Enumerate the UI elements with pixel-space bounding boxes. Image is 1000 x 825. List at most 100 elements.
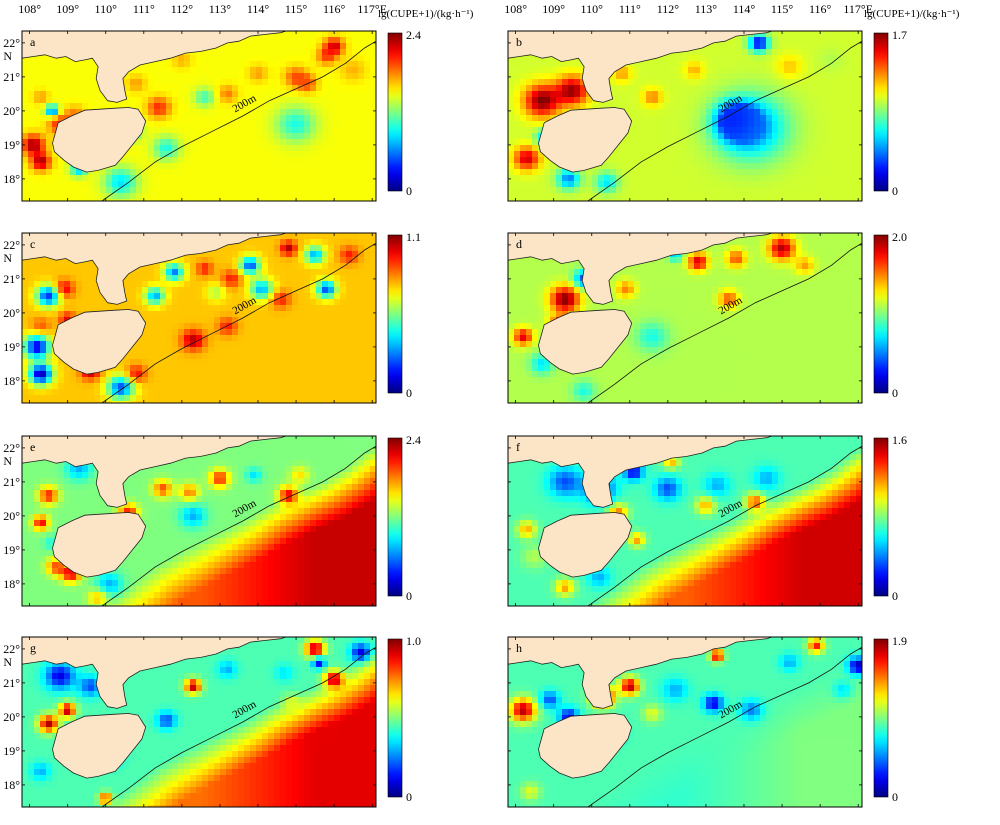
heatmap-cell xyxy=(364,55,371,62)
heatmap-cell xyxy=(358,263,365,270)
heatmap-cell xyxy=(850,97,857,104)
heatmap-cell xyxy=(274,371,281,378)
heatmap-cell xyxy=(328,281,335,288)
heatmap-cell xyxy=(676,187,683,194)
heatmap-cell xyxy=(556,181,563,188)
heatmap-cell xyxy=(682,175,689,182)
heatmap-cell xyxy=(364,79,371,86)
heatmap-cell xyxy=(346,73,353,80)
heatmap-cell xyxy=(646,91,653,98)
heatmap-cell xyxy=(142,97,149,104)
heatmap-cell xyxy=(274,193,281,200)
heatmap-cell xyxy=(310,317,317,324)
heatmap-cell xyxy=(178,73,185,80)
heatmap-cell xyxy=(310,31,317,38)
heatmap-cell xyxy=(736,67,743,74)
heatmap-cell xyxy=(274,329,281,336)
lon-label: 114° xyxy=(247,2,270,16)
heatmap-cell xyxy=(826,121,833,128)
heatmap-cell xyxy=(796,199,803,206)
heatmap-cell xyxy=(736,121,743,128)
heatmap-cell xyxy=(88,269,95,276)
heatmap-cell xyxy=(352,359,359,366)
heatmap-cell xyxy=(292,55,299,62)
heatmap-cell xyxy=(34,127,41,134)
heatmap-cell xyxy=(676,67,683,74)
heatmap-cell xyxy=(310,151,317,158)
heatmap-cell xyxy=(184,293,191,300)
heatmap-cell xyxy=(76,187,83,194)
heatmap-cell xyxy=(658,169,665,176)
heatmap-cell xyxy=(346,91,353,98)
heatmap-cell xyxy=(22,193,29,200)
heatmap-cell xyxy=(208,91,215,98)
heatmap-cell xyxy=(772,97,779,104)
heatmap-cell xyxy=(538,175,545,182)
heatmap-cell xyxy=(676,103,683,110)
heatmap-cell xyxy=(322,103,329,110)
heatmap-cell xyxy=(214,139,221,146)
heatmap-cell xyxy=(160,169,167,176)
heatmap-cell xyxy=(178,187,185,194)
heatmap-cell xyxy=(268,365,275,372)
heatmap-cell xyxy=(274,311,281,318)
heatmap-cell xyxy=(790,127,797,134)
heatmap-cell xyxy=(742,139,749,146)
heatmap-cell xyxy=(166,269,173,276)
heatmap-cell xyxy=(202,323,209,330)
heatmap-cell xyxy=(22,121,29,128)
heatmap-cell xyxy=(544,73,551,80)
heatmap-cell xyxy=(178,109,185,116)
heatmap-cell xyxy=(94,181,101,188)
heatmap-cell xyxy=(316,181,323,188)
heatmap-cell xyxy=(244,281,251,288)
heatmap-cell xyxy=(778,43,785,50)
heatmap-cell xyxy=(796,73,803,80)
heatmap-cell xyxy=(772,115,779,122)
heatmap-cell xyxy=(52,103,59,110)
heatmap-cell xyxy=(280,43,287,50)
heatmap-cell xyxy=(526,139,533,146)
heatmap-cell xyxy=(94,103,101,110)
heatmap-cell xyxy=(628,163,635,170)
heatmap-cell xyxy=(298,329,305,336)
heatmap-cell xyxy=(166,85,173,92)
heatmap-cell xyxy=(304,91,311,98)
heatmap-cell xyxy=(274,127,281,134)
heatmap-cell xyxy=(202,151,209,158)
heatmap-cell xyxy=(790,61,797,68)
heatmap-cell xyxy=(556,67,563,74)
heatmap-cell xyxy=(790,67,797,74)
heatmap-cell xyxy=(244,287,251,294)
heatmap-cell xyxy=(124,163,131,170)
heatmap-cell xyxy=(802,31,809,38)
heatmap-cell xyxy=(46,263,53,270)
heatmap-cell xyxy=(226,91,233,98)
heatmap-cell xyxy=(730,115,737,122)
heatmap-cell xyxy=(766,109,773,116)
heatmap-cell xyxy=(718,145,725,152)
heatmap-cell xyxy=(286,233,293,240)
heatmap-cell xyxy=(286,181,293,188)
heatmap-cell xyxy=(22,317,29,324)
heatmap-cell xyxy=(808,151,815,158)
heatmap-cell xyxy=(532,109,539,116)
heatmap-cell xyxy=(172,317,179,324)
heatmap-cell xyxy=(766,193,773,200)
heatmap-cell xyxy=(364,109,371,116)
heatmap-cell xyxy=(244,85,251,92)
heatmap-cell xyxy=(712,163,719,170)
heatmap-cell xyxy=(352,199,359,206)
heatmap-cell xyxy=(706,163,713,170)
heatmap-cell xyxy=(790,163,797,170)
heatmap-cell xyxy=(190,347,197,354)
heatmap-cell xyxy=(532,139,539,146)
heatmap-cell xyxy=(334,341,341,348)
heatmap-cell xyxy=(28,353,35,360)
heatmap-cell xyxy=(820,181,827,188)
heatmap-cell xyxy=(832,49,839,56)
heatmap-cell xyxy=(136,199,143,206)
heatmap-cell xyxy=(352,251,359,258)
heatmap-cell xyxy=(262,37,269,44)
heatmap-cell xyxy=(238,341,245,348)
